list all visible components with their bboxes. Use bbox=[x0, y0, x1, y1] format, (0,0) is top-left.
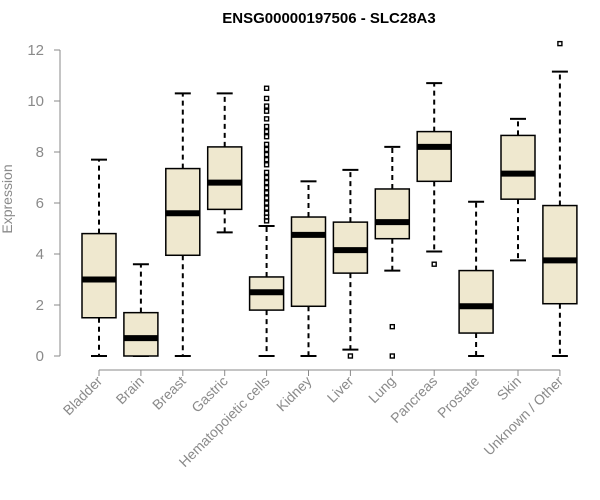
x-tick-label: Breast bbox=[149, 373, 189, 413]
iqr-box bbox=[416, 130, 452, 183]
x-tick-label: Bladder bbox=[60, 373, 106, 419]
y-tick-label: 10 bbox=[27, 93, 44, 110]
outlier-point bbox=[263, 116, 270, 122]
box-gastric bbox=[206, 92, 243, 234]
outlier-point bbox=[263, 146, 270, 153]
box-liver bbox=[332, 168, 369, 359]
x-tick-label: Skin bbox=[494, 373, 525, 404]
outlier-point bbox=[263, 210, 270, 216]
outlier-point bbox=[431, 261, 437, 267]
outlier-point bbox=[347, 353, 354, 359]
x-tick-label: Unknown / Other bbox=[480, 373, 566, 459]
y-tick-label: 6 bbox=[36, 195, 44, 212]
iqr-box bbox=[500, 134, 536, 200]
box-breast bbox=[165, 92, 201, 357]
box-pancreas bbox=[416, 82, 452, 267]
outlier-point bbox=[557, 40, 563, 47]
iqr-box bbox=[542, 204, 578, 305]
box-bladder bbox=[81, 158, 117, 357]
outlier-point bbox=[263, 85, 270, 91]
outlier-point bbox=[263, 205, 270, 211]
outlier-point bbox=[263, 133, 270, 140]
box-brain bbox=[123, 263, 159, 357]
y-tick-label: 2 bbox=[36, 297, 44, 314]
iqr-box bbox=[206, 146, 243, 211]
outlier-point bbox=[263, 108, 270, 114]
x-tick-label: Brain bbox=[113, 373, 147, 407]
chart-title: ENSG00000197506 - SLC28A3 bbox=[222, 10, 435, 27]
outlier-point bbox=[263, 95, 270, 102]
x-tick-label: Pancreas bbox=[387, 373, 440, 426]
outlier-point bbox=[263, 128, 270, 135]
outlier-point bbox=[389, 353, 395, 359]
outlier-point bbox=[263, 200, 270, 206]
y-tick-label: 0 bbox=[36, 348, 44, 365]
outlier-point bbox=[263, 174, 270, 181]
box-kidney bbox=[290, 180, 327, 357]
outlier-point bbox=[263, 179, 270, 186]
outlier-point bbox=[389, 323, 395, 330]
outlier-point bbox=[263, 190, 270, 196]
iqr-box bbox=[374, 188, 411, 240]
y-tick-label: 8 bbox=[36, 144, 44, 161]
outlier-point bbox=[263, 151, 270, 158]
outlier-point bbox=[263, 184, 270, 191]
box-hematopoietic-cells bbox=[248, 85, 285, 357]
y-axis-label: Expression bbox=[0, 164, 15, 233]
outlier-point bbox=[263, 156, 270, 163]
outlier-point bbox=[263, 162, 270, 168]
y-tick-label: 4 bbox=[36, 246, 44, 263]
y-tick-label: 12 bbox=[27, 42, 44, 59]
box-lung bbox=[374, 145, 411, 359]
box-prostate bbox=[458, 200, 494, 357]
outlier-point bbox=[263, 141, 270, 148]
iqr-box bbox=[123, 311, 159, 357]
box-skin bbox=[500, 117, 536, 262]
iqr-box bbox=[458, 269, 494, 334]
x-tick-label: Kidney bbox=[273, 373, 315, 415]
box-series bbox=[81, 40, 578, 359]
x-tick-label: Liver bbox=[324, 373, 357, 406]
outlier-point bbox=[263, 195, 270, 201]
outlier-point bbox=[263, 169, 270, 176]
box-unknown-other bbox=[542, 40, 578, 357]
outlier-point bbox=[263, 103, 270, 109]
x-tick-label: Lung bbox=[365, 373, 398, 406]
x-tick-label: Prostate bbox=[434, 373, 482, 421]
outlier-point bbox=[263, 123, 270, 130]
iqr-box bbox=[290, 216, 327, 308]
iqr-box bbox=[81, 232, 117, 319]
